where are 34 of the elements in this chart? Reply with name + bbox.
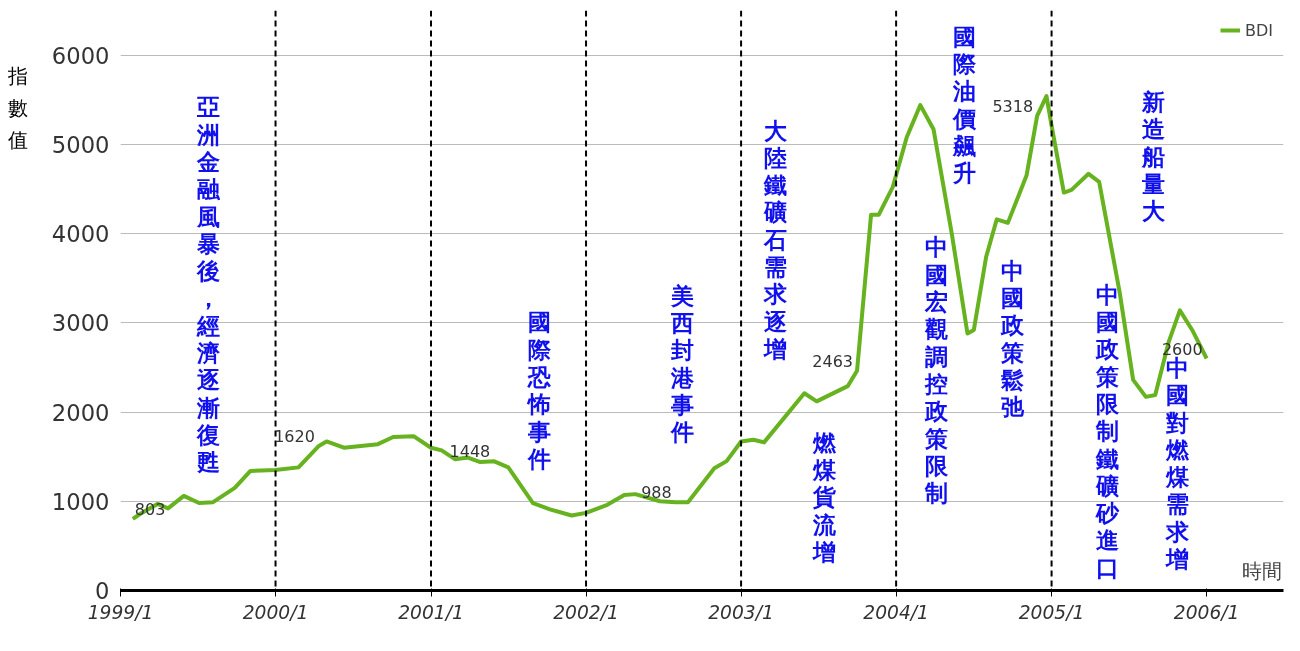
- text: 亞洲金融風暴後，經濟逐漸復甦: [197, 94, 221, 476]
- annotation: 國際恐怖事件: [526, 309, 553, 472]
- data-label: 5318: [992, 96, 1034, 116]
- annotation: 中國對燃煤需求增: [1164, 354, 1190, 573]
- annotation: 新造船量大: [1141, 89, 1167, 225]
- y-tick-label: 1000: [51, 488, 110, 515]
- data-label: 1448: [449, 442, 491, 462]
- x-axis-title: 時間: [1241, 558, 1282, 583]
- y-tick-label: 3000: [51, 310, 110, 337]
- y-tick-label: 6000: [51, 42, 110, 69]
- x-tick-label: 2003/1: [708, 601, 774, 623]
- legend-label: BDI: [1244, 20, 1273, 40]
- x-tick-label: 2001/1: [398, 601, 464, 623]
- y-tick-label: 4000: [51, 221, 110, 248]
- data-label: 2463: [812, 351, 854, 371]
- x-tick-label: 2002/1: [553, 601, 619, 623]
- annotation: 國際油價飆升: [952, 23, 978, 187]
- y-axis-title: 指數值: [8, 63, 28, 154]
- x-tick-label: 1999/1: [87, 601, 154, 623]
- x-tick-label: 2006/1: [1173, 601, 1240, 623]
- annotation: 美西封港事件: [669, 282, 695, 446]
- data-label: 988: [641, 483, 672, 503]
- y-tick-label: 5000: [51, 131, 110, 158]
- annotation: 中國政策鬆弛: [1000, 257, 1026, 421]
- y-tick-label: 0: [95, 578, 110, 604]
- y-tick-label: 2000: [51, 399, 110, 426]
- x-tick-label: 2004/1: [863, 601, 929, 623]
- text: 大陸鐵礦石需求逐增: [763, 117, 787, 362]
- x-tick-label: 2005/1: [1018, 601, 1085, 623]
- annotation: 燃煤貨流增: [812, 429, 838, 566]
- text: 中國宏觀調控政策限制: [925, 234, 949, 507]
- data-label: 1620: [274, 426, 315, 446]
- x-tick-label: 2000/1: [242, 601, 309, 623]
- text: 中國政策限制鐵礦砂進口: [1095, 281, 1119, 581]
